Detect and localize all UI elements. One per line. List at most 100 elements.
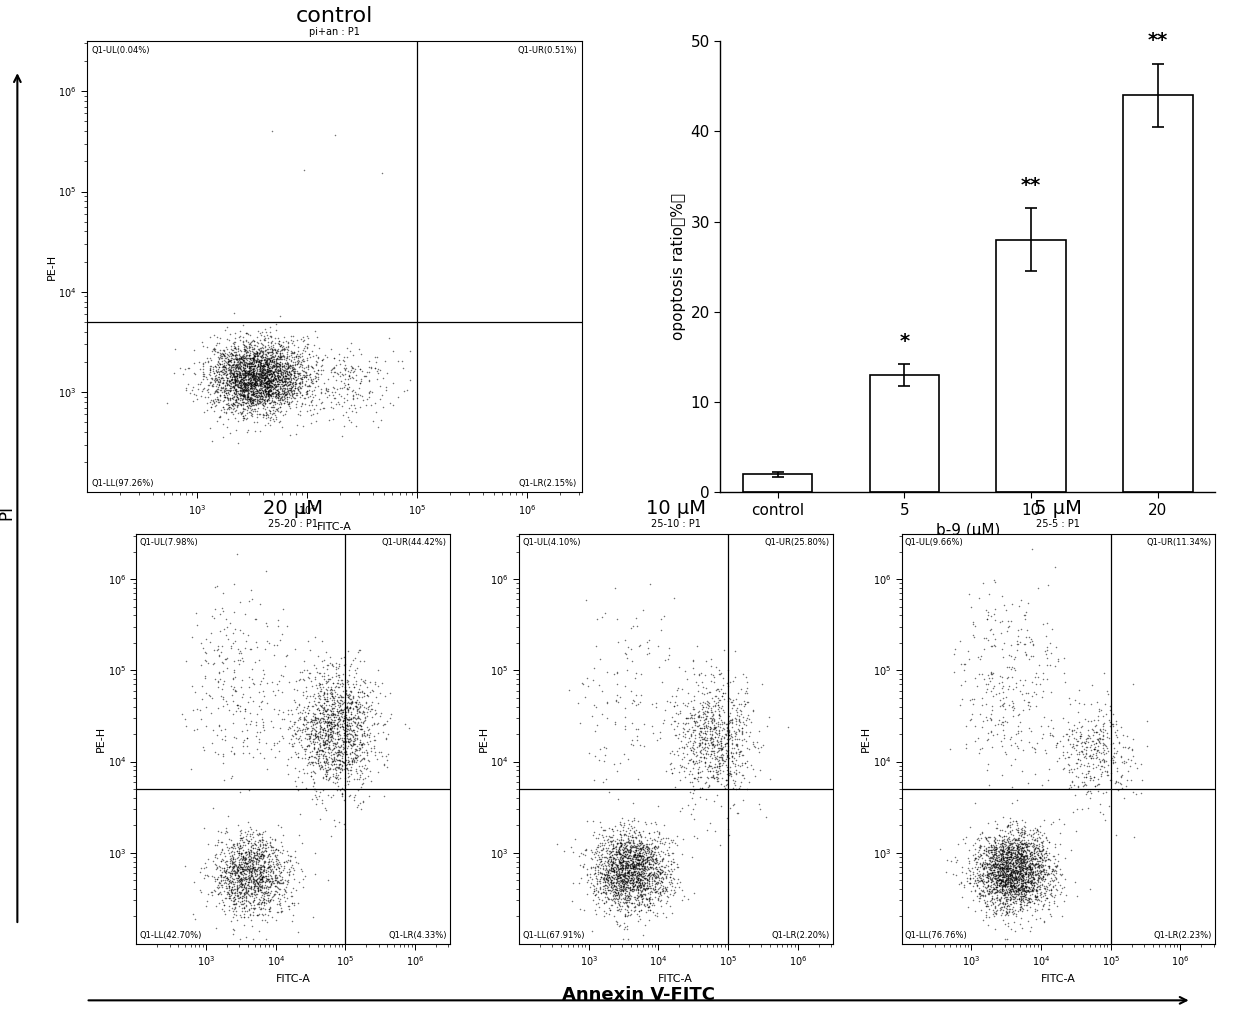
Point (1111, 749, 1131, 765)
Point (242, 365, 262, 382)
Point (288, 354, 308, 370)
Point (339, 767, 358, 784)
Point (734, 732, 754, 748)
Point (272, 371, 291, 388)
Point (281, 887, 301, 904)
Point (1025, 867, 1045, 883)
Point (977, 841, 997, 858)
Point (227, 383, 247, 399)
Point (250, 860, 270, 876)
Point (262, 891, 281, 907)
Point (708, 697, 728, 713)
Point (998, 849, 1018, 865)
Point (624, 855, 644, 871)
Point (259, 858, 279, 874)
Point (259, 635, 279, 652)
Point (212, 687, 232, 704)
Point (278, 384, 298, 400)
Point (324, 741, 343, 757)
Point (237, 855, 257, 871)
Point (210, 623, 229, 639)
Point (237, 355, 257, 371)
Point (991, 625, 1011, 641)
Point (255, 370, 275, 387)
Point (996, 874, 1016, 891)
Point (217, 838, 237, 855)
Point (1024, 740, 1044, 756)
Point (353, 684, 373, 701)
Point (263, 372, 283, 389)
Point (265, 360, 285, 377)
Point (185, 342, 205, 358)
Point (280, 373, 300, 390)
Point (1030, 717, 1050, 734)
Point (632, 856, 652, 872)
Point (609, 867, 629, 883)
Point (641, 864, 661, 880)
Point (594, 881, 614, 898)
Point (215, 732, 234, 748)
Point (260, 382, 280, 398)
Point (278, 873, 298, 890)
Point (223, 366, 243, 383)
Point (257, 388, 277, 404)
Point (221, 357, 241, 373)
Point (593, 835, 613, 852)
Point (341, 696, 361, 712)
Point (985, 900, 1004, 916)
Point (606, 849, 626, 865)
Point (1014, 866, 1034, 882)
Point (1006, 860, 1025, 876)
Point (599, 856, 619, 872)
Point (258, 345, 278, 361)
Point (252, 363, 272, 380)
Point (618, 886, 637, 903)
Point (709, 740, 729, 756)
Point (275, 368, 295, 385)
Point (227, 369, 247, 386)
Point (242, 856, 262, 872)
Point (1014, 829, 1034, 845)
Point (722, 753, 742, 770)
Point (994, 873, 1014, 890)
Point (242, 670, 262, 686)
Point (339, 709, 358, 725)
Point (627, 872, 647, 889)
Point (615, 890, 635, 906)
Point (248, 880, 268, 897)
Point (249, 376, 269, 392)
Point (281, 328, 301, 345)
Point (1016, 885, 1035, 902)
Point (606, 841, 626, 858)
Point (704, 673, 724, 689)
Point (314, 696, 334, 712)
Point (1016, 883, 1035, 900)
Point (620, 886, 640, 903)
Point (238, 869, 258, 885)
Point (317, 727, 337, 744)
Point (233, 384, 253, 400)
Point (231, 872, 250, 889)
Point (722, 735, 742, 751)
Point (1023, 851, 1043, 867)
Point (213, 429, 233, 445)
Point (211, 366, 231, 383)
Point (622, 880, 642, 897)
Point (337, 674, 357, 690)
Point (1023, 636, 1043, 653)
Point (1022, 855, 1042, 871)
Point (608, 860, 627, 876)
Point (992, 841, 1012, 858)
Point (1032, 842, 1052, 859)
Point (186, 387, 206, 403)
Point (1013, 893, 1033, 909)
Point (330, 710, 350, 726)
Point (260, 411, 280, 428)
Point (238, 362, 258, 379)
Point (639, 880, 658, 897)
Point (252, 377, 272, 393)
Point (704, 721, 724, 738)
Point (224, 379, 244, 395)
Point (250, 378, 270, 394)
Point (248, 876, 268, 893)
